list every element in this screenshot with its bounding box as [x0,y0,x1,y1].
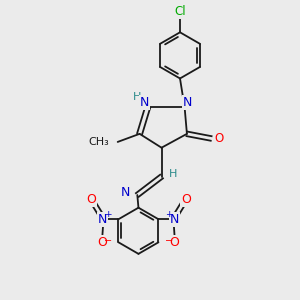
Text: O: O [98,236,107,249]
Text: CH₃: CH₃ [89,137,110,147]
Text: N: N [183,96,192,109]
Text: H: H [133,92,142,102]
Text: −: − [165,236,173,246]
Text: O: O [214,132,224,145]
Text: O: O [181,193,191,206]
Text: N: N [121,186,130,199]
Text: N: N [170,213,179,226]
Text: O: O [170,236,179,249]
Text: Cl: Cl [174,5,186,18]
Text: +: + [103,210,111,219]
Text: −: − [104,236,112,246]
Text: +: + [166,210,173,219]
Text: O: O [86,193,96,206]
Text: H: H [169,169,177,179]
Text: N: N [140,96,149,109]
Text: N: N [98,213,107,226]
